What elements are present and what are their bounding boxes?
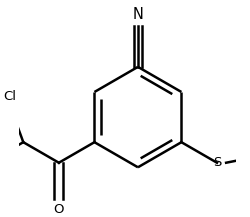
Text: O: O	[54, 203, 64, 216]
Text: S: S	[213, 156, 221, 169]
Text: N: N	[132, 7, 143, 22]
Text: Cl: Cl	[4, 90, 16, 103]
